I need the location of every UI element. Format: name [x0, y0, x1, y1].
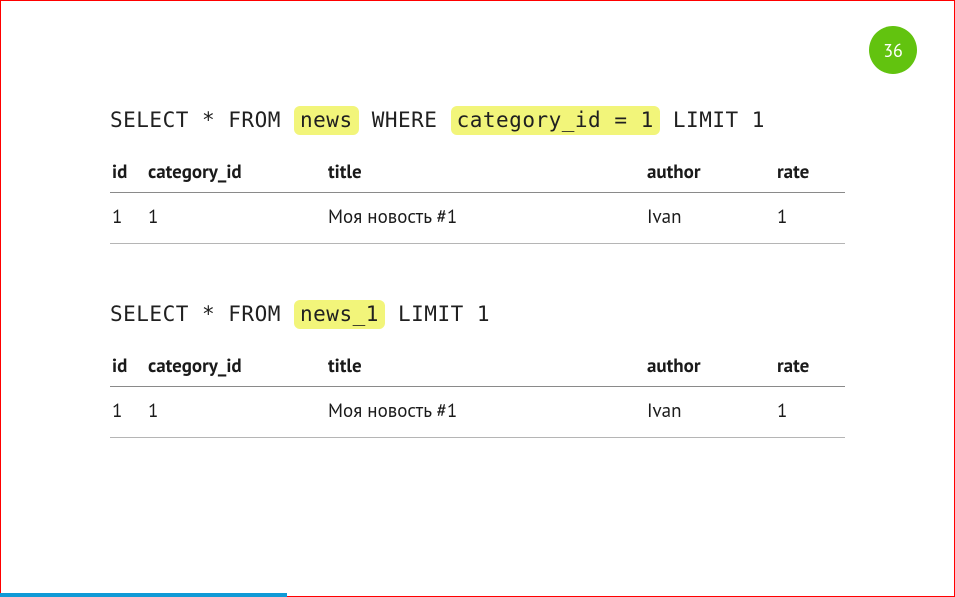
table-row: 1 1 Моя новость #1 Ivan 1: [110, 193, 845, 244]
col-header-category: category_id: [146, 154, 326, 193]
content-area: SELECT * FROM news WHERE category_id = 1…: [110, 108, 845, 496]
col-header-title: title: [326, 348, 645, 387]
col-header-id: id: [110, 348, 146, 387]
sql-query-1: SELECT * FROM news WHERE category_id = 1…: [110, 108, 845, 132]
sql2-part0: SELECT * FROM: [110, 302, 294, 326]
sql1-part2: WHERE: [359, 108, 451, 132]
table-header-row: id category_id title author rate: [110, 154, 845, 193]
col-header-author: author: [645, 348, 775, 387]
cell-category: 1: [146, 193, 326, 244]
page-number-badge: 36: [869, 26, 917, 74]
sql2-highlight-table: news_1: [294, 300, 385, 329]
page-number: 36: [883, 39, 903, 62]
cell-author: Ivan: [645, 193, 775, 244]
cell-title: Моя новость #1: [326, 387, 645, 438]
sql1-highlight-where: category_id = 1: [451, 106, 660, 135]
col-header-title: title: [326, 154, 645, 193]
cell-rate: 1: [775, 387, 845, 438]
result-table-1: id category_id title author rate 1 1 Моя…: [110, 154, 845, 244]
sql1-highlight-table: news: [294, 106, 359, 135]
result-table-2: id category_id title author rate 1 1 Моя…: [110, 348, 845, 438]
col-header-author: author: [645, 154, 775, 193]
sql-query-2: SELECT * FROM news_1 LIMIT 1: [110, 302, 845, 326]
cell-title: Моя новость #1: [326, 193, 645, 244]
cell-rate: 1: [775, 193, 845, 244]
progress-bar: [0, 593, 287, 597]
col-header-rate: rate: [775, 348, 845, 387]
sql1-part0: SELECT * FROM: [110, 108, 294, 132]
cell-id: 1: [110, 387, 146, 438]
table-header-row: id category_id title author rate: [110, 348, 845, 387]
col-header-rate: rate: [775, 154, 845, 193]
cell-category: 1: [146, 387, 326, 438]
col-header-category: category_id: [146, 348, 326, 387]
cell-id: 1: [110, 193, 146, 244]
cell-author: Ivan: [645, 387, 775, 438]
sql2-part2: LIMIT 1: [385, 302, 490, 326]
col-header-id: id: [110, 154, 146, 193]
table-row: 1 1 Моя новость #1 Ivan 1: [110, 387, 845, 438]
sql1-part4: LIMIT 1: [660, 108, 765, 132]
